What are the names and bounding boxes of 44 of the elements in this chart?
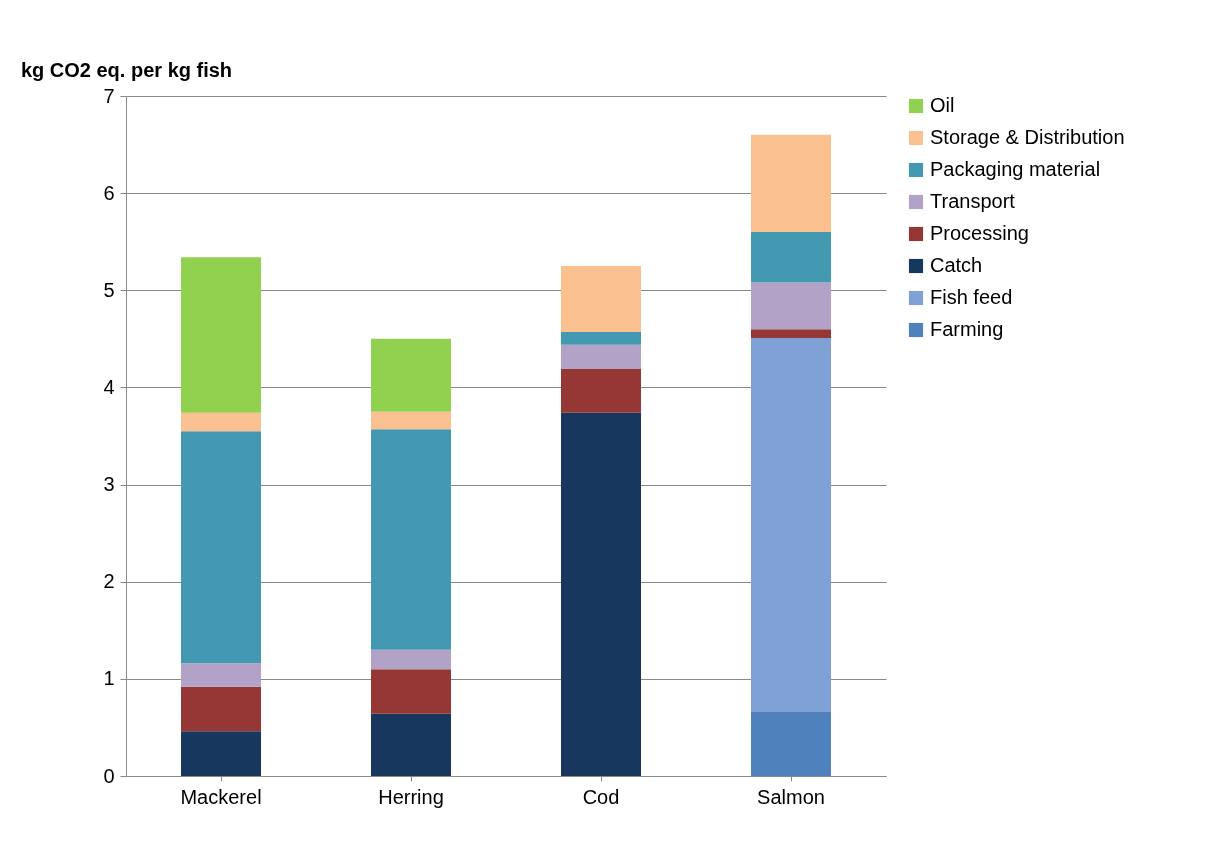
bar bbox=[751, 282, 831, 330]
legend-label: Fish feed bbox=[930, 286, 1013, 308]
bar bbox=[181, 731, 261, 776]
bar bbox=[181, 663, 261, 687]
bar bbox=[751, 329, 831, 338]
x-tick-label: Mackerel bbox=[180, 785, 262, 808]
y-tick-label: 4 bbox=[103, 375, 115, 398]
y-tick-label: 1 bbox=[103, 667, 115, 690]
y-axis-title: kg CO2 eq. per kg fish bbox=[20, 58, 233, 81]
bar bbox=[371, 429, 451, 650]
bar bbox=[371, 669, 451, 714]
bar bbox=[181, 431, 261, 664]
x-tick-label: Herring bbox=[378, 785, 444, 808]
legend-label: Processing bbox=[930, 222, 1029, 244]
bar bbox=[371, 338, 451, 412]
bar bbox=[181, 412, 261, 432]
bar bbox=[561, 332, 641, 345]
bar bbox=[561, 344, 641, 369]
y-tick-label: 2 bbox=[103, 570, 115, 593]
bar bbox=[751, 711, 831, 776]
legend-label: Catch bbox=[930, 254, 983, 276]
bar bbox=[751, 337, 831, 712]
x-tick-label: Salmon bbox=[757, 785, 825, 808]
bar bbox=[751, 232, 831, 283]
bar bbox=[181, 686, 261, 732]
legend-label: Oil bbox=[930, 94, 955, 116]
y-tick-label: 3 bbox=[103, 473, 115, 496]
legend-label: Packaging material bbox=[930, 158, 1101, 180]
legend-label: Farming bbox=[930, 318, 1004, 340]
bar bbox=[371, 649, 451, 670]
bar bbox=[561, 368, 641, 413]
y-tick-label: 6 bbox=[103, 181, 115, 204]
x-tick-label: Cod bbox=[582, 785, 620, 808]
bar bbox=[371, 411, 451, 430]
legend-label: Transport bbox=[930, 190, 1016, 212]
y-tick-label: 0 bbox=[103, 764, 115, 787]
bar bbox=[181, 257, 261, 413]
legend-label: Storage & Distribution bbox=[930, 126, 1125, 148]
bar bbox=[371, 713, 451, 776]
bar bbox=[561, 412, 641, 776]
bar bbox=[751, 134, 831, 232]
y-tick-label: 5 bbox=[103, 278, 115, 301]
bar bbox=[561, 266, 641, 333]
y-tick-label: 7 bbox=[103, 84, 115, 107]
